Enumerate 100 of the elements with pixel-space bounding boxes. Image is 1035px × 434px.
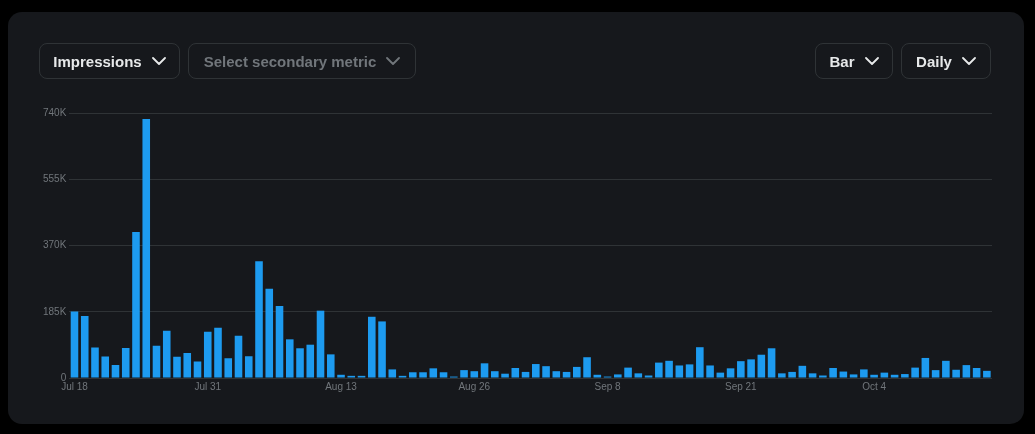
bar: [337, 374, 345, 378]
text: Impressions: [53, 52, 142, 70]
text: Daily: [916, 52, 952, 70]
x-tick-label: Aug 26: [458, 380, 491, 392]
bar: [306, 344, 315, 378]
bar: [224, 358, 233, 378]
bar: [111, 365, 120, 378]
bar: [624, 367, 632, 378]
bar: [480, 363, 489, 378]
bar: [890, 374, 899, 378]
bar: [634, 373, 643, 378]
bar: [521, 371, 530, 378]
bar: [162, 330, 171, 378]
bar: [234, 335, 243, 378]
bar: [275, 306, 284, 378]
bar: [921, 357, 930, 378]
bar: [983, 370, 991, 378]
bar: [265, 288, 274, 378]
bar: [839, 371, 848, 378]
bar: [808, 373, 817, 378]
y-tick-label: 370K: [43, 239, 67, 251]
bar: [901, 374, 909, 378]
x-tick-label: Oct 4: [862, 380, 887, 392]
x-tick-label: Jul 31: [194, 380, 222, 392]
x-tick-label: Aug 13: [325, 380, 358, 392]
bar: [152, 345, 161, 378]
bar: [849, 374, 858, 378]
bar: [870, 374, 878, 378]
bar: [388, 369, 397, 378]
bar: [931, 370, 940, 378]
bar: [542, 366, 550, 378]
bar: [173, 356, 181, 378]
bar: [532, 364, 540, 378]
bar: [501, 373, 509, 378]
bar: [470, 371, 479, 378]
bar: [829, 367, 837, 378]
bar: [655, 362, 663, 378]
x-tick-label: Jul 18: [61, 380, 89, 392]
bar: [972, 367, 981, 378]
bar: [121, 347, 130, 378]
y-tick-label: 185K: [43, 305, 67, 317]
bar: [593, 374, 602, 378]
bar: [757, 354, 766, 378]
bar: [737, 361, 745, 378]
bar: [511, 367, 520, 378]
y-tick-label: 555K: [43, 173, 67, 184]
bar: [788, 371, 796, 378]
bar: [193, 361, 202, 378]
bar: [255, 261, 263, 378]
bar: [296, 348, 304, 378]
text: Bar: [829, 52, 855, 70]
bar: [419, 372, 427, 378]
bar: [460, 370, 468, 378]
bar: [408, 372, 417, 378]
bar: [942, 360, 950, 378]
bar: [798, 365, 807, 378]
bar: [142, 119, 151, 378]
bar: [203, 331, 212, 378]
bar: [367, 316, 376, 378]
bar: [429, 368, 438, 378]
bar: [244, 356, 253, 378]
bar: [214, 327, 222, 378]
bar: [132, 231, 140, 378]
bar: [952, 369, 960, 378]
bar: [778, 373, 786, 378]
bar: [696, 347, 704, 378]
bar: [562, 371, 571, 378]
bar: [962, 365, 971, 378]
bar: [614, 374, 622, 378]
bar: [80, 316, 89, 378]
bar: [573, 366, 581, 378]
x-tick-label: Sep 8: [594, 380, 622, 392]
bar: [552, 371, 561, 378]
bar: [880, 372, 889, 378]
bar: [316, 310, 325, 378]
bar: [583, 357, 591, 378]
bar: [378, 321, 386, 378]
bar: [439, 372, 448, 378]
bar: [747, 359, 755, 378]
bar: [716, 372, 725, 378]
bar: [726, 368, 735, 378]
bar: [685, 364, 694, 378]
bar: [183, 352, 192, 378]
bar: [326, 354, 335, 378]
bar: [767, 348, 776, 378]
y-tick-label: 740K: [43, 106, 67, 118]
y-tick-label: 0: [60, 371, 67, 383]
bar: [911, 367, 919, 378]
bar: [819, 375, 827, 378]
bar: [665, 360, 673, 378]
text: Select secondary metric: [203, 52, 377, 70]
x-tick-label: Sep 21: [724, 380, 758, 392]
bar: [91, 347, 99, 378]
bar: [706, 365, 714, 378]
bar: [644, 375, 653, 378]
bar: [675, 365, 684, 378]
bar: [285, 339, 294, 378]
bar: [101, 356, 110, 378]
bar: [491, 371, 499, 378]
bar: [70, 311, 79, 378]
